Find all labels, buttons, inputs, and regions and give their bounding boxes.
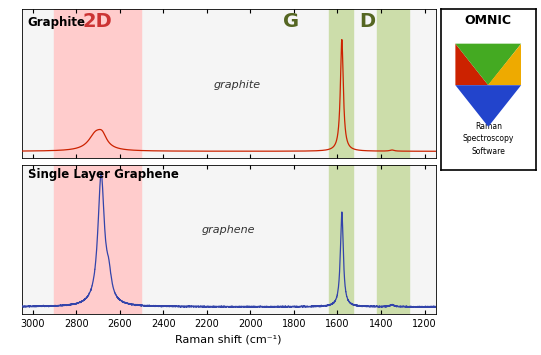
Bar	[377, 9, 410, 158]
Text: OMNIC: OMNIC	[465, 14, 512, 27]
Text: G: G	[283, 12, 300, 31]
X-axis label: Raman shift (cm⁻¹): Raman shift (cm⁻¹)	[175, 335, 282, 345]
Text: graphene: graphene	[202, 225, 255, 235]
Text: 2D: 2D	[82, 12, 112, 31]
Bar	[329, 165, 353, 314]
Polygon shape	[488, 44, 521, 85]
Polygon shape	[456, 44, 488, 85]
Text: graphite: graphite	[213, 80, 260, 91]
Bar	[377, 165, 410, 314]
Bar	[329, 9, 353, 158]
Text: Graphite: Graphite	[28, 16, 86, 29]
Text: Raman
Spectroscopy
Software: Raman Spectroscopy Software	[463, 122, 514, 156]
Bar	[54, 165, 141, 314]
Text: Single Layer Graphene: Single Layer Graphene	[28, 168, 179, 181]
Polygon shape	[456, 44, 521, 85]
Polygon shape	[456, 85, 521, 127]
Text: D: D	[359, 12, 375, 31]
Bar	[54, 9, 141, 158]
